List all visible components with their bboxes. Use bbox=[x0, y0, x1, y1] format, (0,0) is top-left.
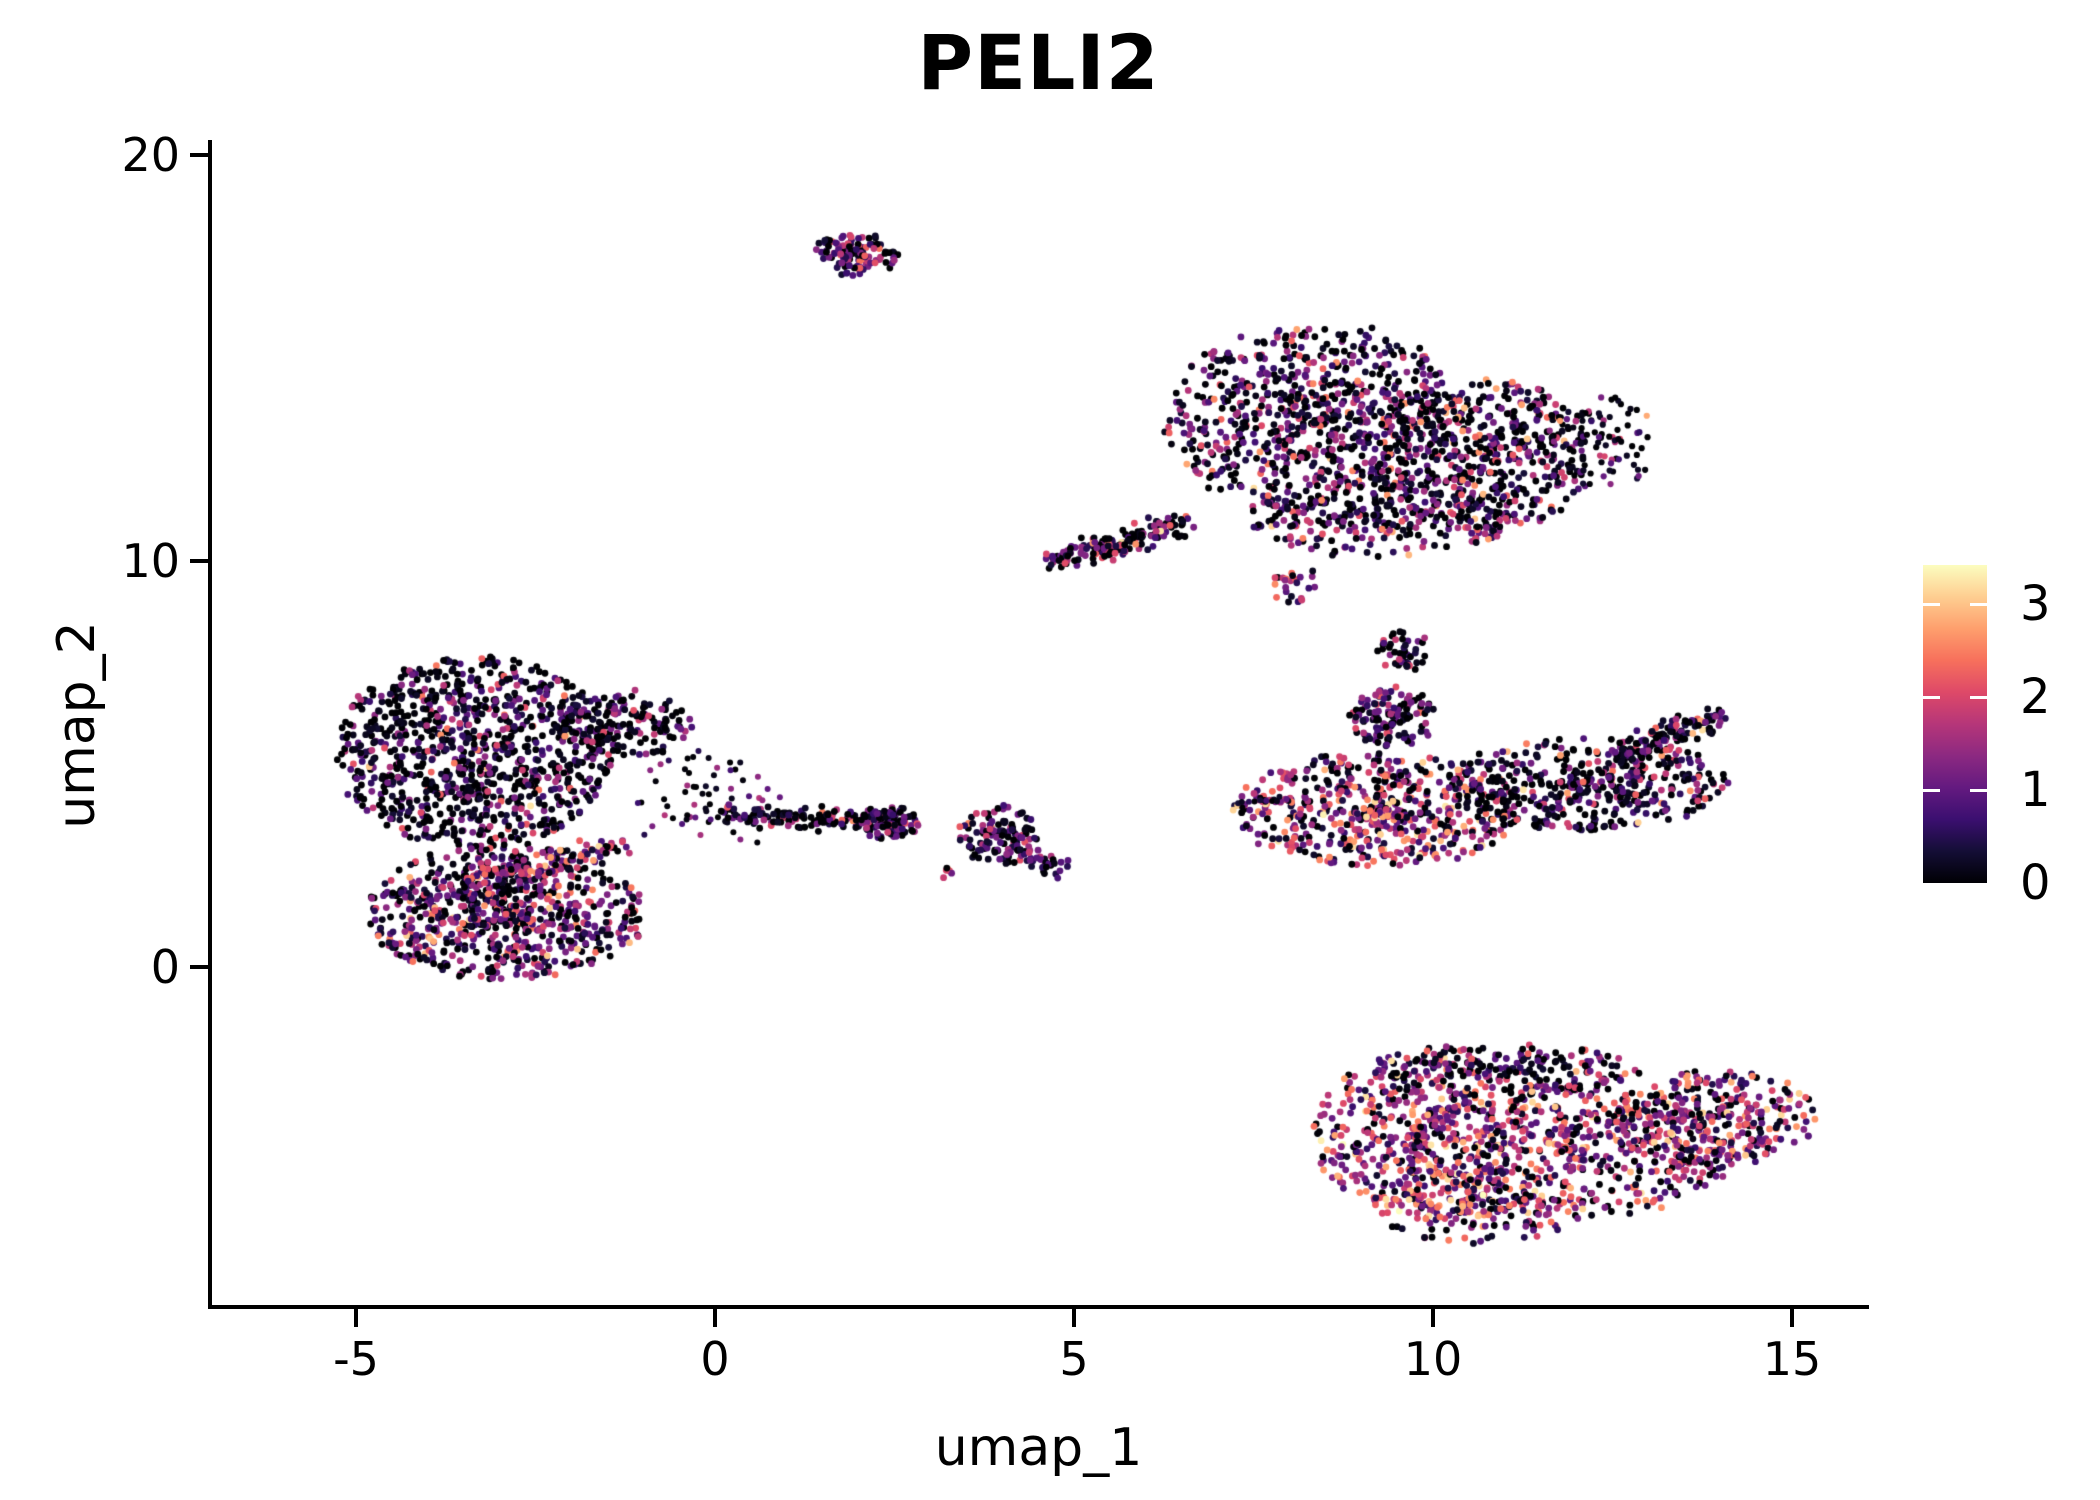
plot-title: PELI2 bbox=[917, 18, 1160, 107]
colorbar-tick-label: 1 bbox=[2020, 762, 2051, 818]
x-axis-label: umap_1 bbox=[934, 1418, 1143, 1478]
colorbar-tick-mark bbox=[1970, 603, 1987, 606]
y-axis-line bbox=[208, 140, 212, 1309]
x-tick-mark bbox=[713, 1309, 717, 1327]
x-tick-label: 0 bbox=[700, 1332, 730, 1386]
y-tick-mark bbox=[190, 559, 208, 563]
colorbar-tick-mark bbox=[1970, 789, 1987, 792]
y-tick-label: 10 bbox=[121, 534, 180, 588]
y-tick-mark bbox=[190, 965, 208, 969]
colorbar-tick-label: 3 bbox=[2020, 576, 2051, 632]
colorbar-tick-label: 0 bbox=[2020, 855, 2051, 911]
x-tick-label: 10 bbox=[1403, 1332, 1463, 1386]
x-tick-label: 15 bbox=[1762, 1332, 1822, 1386]
colorbar-tick-mark bbox=[1970, 696, 1987, 699]
y-tick-mark bbox=[190, 153, 208, 157]
colorbar-tick-mark bbox=[1923, 789, 1940, 792]
x-axis-line bbox=[208, 1305, 1869, 1309]
y-tick-label: 0 bbox=[150, 940, 180, 994]
x-tick-mark bbox=[1072, 1309, 1076, 1327]
x-tick-label: 5 bbox=[1059, 1332, 1089, 1386]
x-tick-mark bbox=[1790, 1309, 1794, 1327]
x-tick-mark bbox=[1431, 1309, 1435, 1327]
x-tick-mark bbox=[354, 1309, 358, 1327]
y-tick-label: 20 bbox=[121, 128, 180, 182]
colorbar-tick-mark bbox=[1923, 603, 1940, 606]
x-tick-label: -5 bbox=[333, 1332, 379, 1386]
colorbar-tick-mark bbox=[1923, 696, 1940, 699]
colorbar bbox=[1923, 565, 1987, 883]
colorbar-tick-label: 2 bbox=[2020, 669, 2051, 725]
